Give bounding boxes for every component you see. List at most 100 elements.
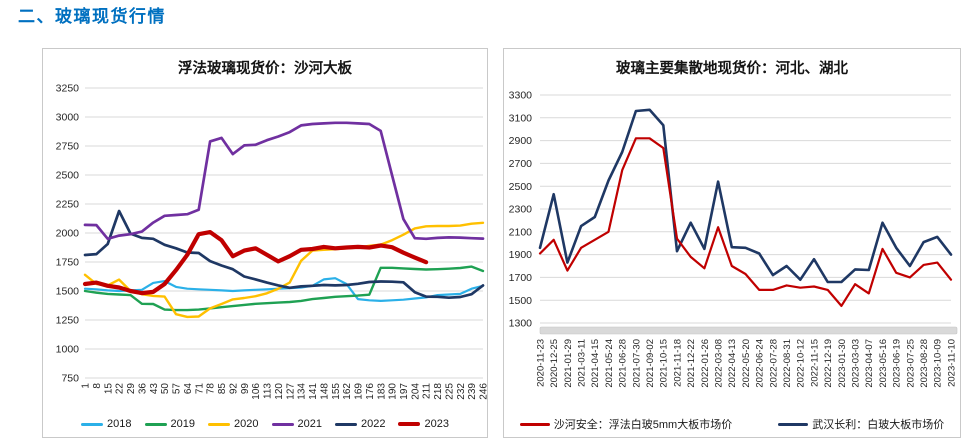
series-line-2021 (83, 121, 485, 241)
legend-swatch-沙河安全：浮法白玻5mm大板市场价 (519, 422, 550, 426)
x-tick-label: 2022-12-19 (823, 339, 834, 388)
chart-title-shahe: 浮法玻璃现货价：沙河大板 (178, 61, 352, 77)
x-tick-label: 183 (376, 383, 387, 400)
x-tick-label: 71 (194, 383, 205, 395)
x-tick-label: 246 (479, 383, 487, 400)
x-tick-label: 2021-05-24 (604, 339, 615, 388)
y-tick-label: 3250 (56, 83, 80, 95)
legend-label: 2023 (424, 418, 449, 430)
x-tick-label: 2022-01-26 (700, 339, 711, 388)
legend-item-2020: 2020 (208, 418, 259, 430)
x-tick-label: 78 (206, 383, 217, 395)
x-tick-label: 190 (388, 383, 399, 400)
legend-swatch-2021 (271, 422, 294, 426)
legend-label: 沙河安全：浮法白玻5mm大板市场价 (553, 419, 733, 431)
x-tick-label: 204 (410, 383, 421, 400)
legend-item-2022: 2022 (334, 418, 386, 430)
legend-item-武汉长利：白玻大板市场价: 武汉长利：白玻大板市场价 (778, 416, 944, 432)
y-tick-label: 2000 (56, 228, 80, 240)
x-tick-label: 2023-11-10 (946, 339, 957, 387)
y-tick-label: 1250 (56, 315, 80, 327)
y-tick-label: 2500 (56, 170, 80, 182)
x-tick-label: 2022-04-13 (727, 339, 738, 388)
y-tick-label: 3300 (509, 90, 533, 102)
chart-panel-hebei-hubei: 玻璃主要集散地现货价：河北、湖北 1300 1500 1700 1900 2100 230… (503, 48, 961, 438)
x-tick-label: 1 (81, 383, 92, 389)
y-axis-labels: 1300 1500 1700 1900 2100 2300 2500 2700 2900 3100… (509, 90, 533, 330)
legend-label: 2020 (234, 418, 259, 430)
line-chart-shahe: 7501000125015001750200022502500275030003… (56, 83, 487, 400)
x-tick-label: 141 (308, 383, 319, 400)
x-tick-label: 2020-12-25 (549, 339, 560, 388)
y-tick-label: 2900 (509, 135, 533, 147)
chart-title-hebei-hubei: 玻璃主要集散地现货价：河北、湖北 (616, 61, 848, 77)
x-tick-label: 2020-11-23 (535, 339, 546, 387)
x-tick-label: 2021-09-02 (645, 339, 656, 388)
chart-panel-shahe: 浮法玻璃现货价：沙河大板 750 1000 1250 1500 1750 2000 2250… (42, 48, 488, 438)
y-tick-label: 2750 (56, 141, 80, 153)
x-tick-label: 2023-07-25 (905, 339, 916, 388)
x-tick-label: 106 (251, 383, 262, 400)
x-tick-label: 127 (285, 383, 296, 400)
section-title: 二、玻璃现货行情 (18, 7, 166, 26)
legend-item-2019: 2019 (144, 418, 196, 430)
x-tick-label: 148 (319, 383, 330, 400)
y-tick-label: 2100 (509, 226, 533, 238)
x-tick-label: 169 (354, 383, 365, 400)
date-scrollbar (539, 326, 958, 335)
legend-item-2021: 2021 (271, 418, 322, 430)
series-line-2022 (83, 209, 485, 300)
y-tick-label: 1500 (56, 286, 80, 298)
y-tick-label: 2500 (509, 181, 533, 193)
x-tick-label: 2021-06-28 (618, 339, 629, 388)
x-tick-label: 2023-01-30 (837, 339, 848, 388)
x-tick-label: 57 (172, 383, 183, 395)
legend-label: 2021 (297, 418, 322, 430)
y-tick-label: 3000 (56, 112, 80, 124)
x-tick-label: 2021-11-18 (672, 339, 683, 387)
x-tick-label: 155 (331, 383, 342, 400)
x-tick-label: 2021-04-15 (590, 339, 601, 388)
x-tick-label: 2023-08-28 (919, 339, 930, 388)
legend-item-2023: 2023 (398, 418, 449, 430)
y-tick-label: 1300 (509, 318, 533, 330)
x-tick-label: 2023-04-07 (864, 339, 875, 388)
x-axis-labels: 1 8 15 22 29 36 43 50 57 64 71 78 85 92 99 106 113 120 127… (81, 383, 487, 400)
x-tick-label: 225 (445, 383, 456, 400)
legend-swatch-2022 (334, 422, 357, 426)
x-tick-label: 2022-05-20 (741, 339, 752, 388)
x-tick-label: 36 (138, 383, 149, 395)
x-tick-label: 99 (240, 383, 251, 395)
x-tick-label: 239 (467, 383, 478, 400)
y-tick-label: 2300 (509, 204, 533, 216)
y-axis-labels: 750 1000 1250 1500 1750 2000 2250 2500 2750 3000 3… (56, 83, 80, 385)
x-tick-label: 29 (126, 383, 137, 395)
x-axis-labels: 2020-11-23 2020-12-25 2021-01-29 2021-03-11… (535, 339, 957, 388)
legend-label: 2018 (107, 418, 132, 430)
legend-item-沙河安全：浮法白玻5mm大板市场价: 沙河安全：浮法白玻5mm大板市场价 (519, 416, 733, 432)
x-tick-label: 2022-07-28 (768, 339, 779, 388)
legend-label: 2022 (360, 418, 386, 430)
legend-item-2018: 2018 (81, 418, 132, 430)
legend-label: 2019 (170, 418, 196, 430)
x-tick-label: 2023-05-16 (878, 339, 889, 388)
x-tick-label: 43 (149, 383, 160, 395)
x-tick-label: 2022-11-15 (809, 339, 820, 387)
x-tick-label: 92 (228, 383, 239, 395)
y-tick-label: 2250 (56, 199, 80, 211)
series-line-沙河安全：浮法白玻5mm大板市场价 (538, 137, 953, 307)
x-tick-label: 134 (297, 383, 308, 400)
x-tick-label: 2023-03-03 (851, 339, 862, 388)
y-tick-label: 1750 (56, 257, 80, 269)
y-tick-label: 1000 (56, 344, 80, 356)
x-tick-label: 2022-06-24 (755, 339, 766, 388)
x-tick-label: 197 (399, 383, 410, 400)
legend-swatch-2019 (144, 422, 167, 426)
y-tick-label: 1700 (509, 272, 533, 284)
x-tick-label: 2022-03-08 (714, 339, 725, 388)
x-tick-label: 85 (217, 383, 228, 395)
x-tick-label: 2022-08-31 (782, 339, 793, 388)
x-tick-label: 2021-07-30 (631, 339, 642, 388)
x-tick-label: 2021-12-22 (686, 339, 697, 388)
legend-swatch-武汉长利：白玻大板市场价 (778, 422, 809, 426)
